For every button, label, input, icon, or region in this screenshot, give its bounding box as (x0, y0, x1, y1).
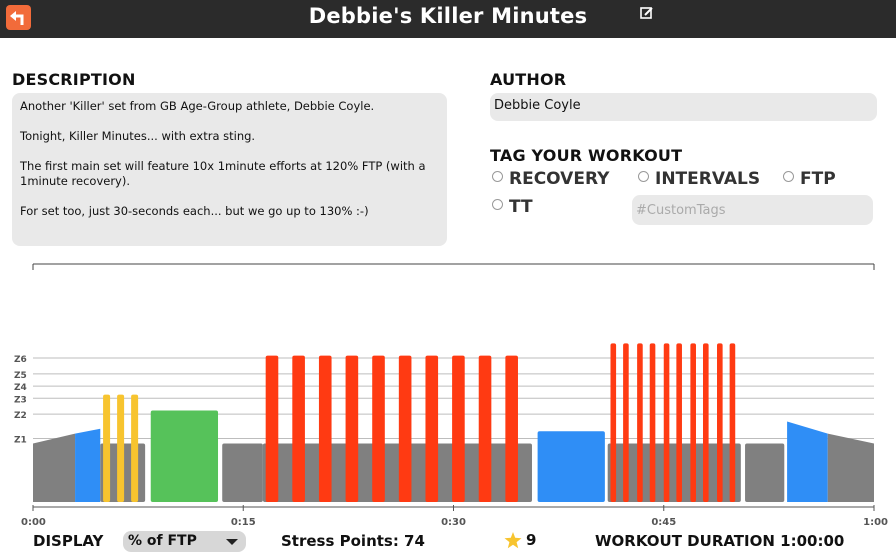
workout-segment-block (222, 443, 263, 502)
workout-segment-ramp (75, 428, 101, 502)
display-value: % of FTP (128, 533, 197, 549)
tag-label: INTERVALS (655, 169, 761, 189)
workout-chart[interactable]: Z6 Z5 Z4 Z3 Z2 Z1 0:00 0:15 0:30 0:45 1:00 (0, 258, 896, 530)
chevron-down-icon (226, 539, 238, 545)
workout-segment-block (345, 355, 359, 502)
radio-icon[interactable] (492, 199, 503, 210)
description-paragraph: For set too, just 30-seconds each... but… (20, 204, 369, 218)
workout-segment-block (425, 355, 439, 502)
tag-label: RECOVERY (509, 169, 610, 189)
workout-segment-block (745, 443, 785, 502)
zone-label: Z6 (14, 355, 27, 365)
tag-label: TT (509, 197, 533, 217)
tag-option-ftp[interactable]: FTP (783, 169, 836, 189)
workout-segment-block (117, 394, 125, 502)
workout-segment-block (663, 343, 670, 502)
description-paragraph: Tonight, Killer Minutes... with extra st… (20, 129, 256, 143)
edit-icon[interactable] (640, 6, 654, 20)
workout-segment-ramp (33, 433, 76, 502)
workout-segment-block (292, 355, 305, 502)
workout-segment-block (131, 394, 139, 502)
workout-segment-block (398, 355, 412, 502)
zone-label: Z2 (14, 411, 27, 421)
workout-title: Debbie's Killer Minutes (308, 4, 588, 28)
workout-segment-block (676, 343, 682, 502)
back-button[interactable] (6, 5, 31, 30)
zone-label: Z1 (14, 436, 27, 446)
back-arrow-icon (10, 11, 24, 25)
workout-segment-block (649, 343, 656, 502)
zone-label: Z5 (14, 371, 27, 381)
radio-icon[interactable] (783, 171, 794, 182)
star-icon (504, 532, 522, 549)
tag-heading: TAG YOUR WORKOUT (490, 146, 683, 165)
display-label: DISPLAY (33, 532, 104, 550)
author-field[interactable]: Debbie Coyle (490, 93, 877, 121)
rating-value: 9 (526, 531, 537, 549)
workout-segment-block (729, 343, 736, 502)
workout-segment-block (623, 343, 629, 502)
x-axis-tick-label: 0:15 (231, 517, 256, 528)
workout-segment-block (537, 431, 605, 502)
workout-segment-block (103, 394, 111, 502)
description-box[interactable]: Another 'Killer' set from GB Age-Group a… (12, 93, 447, 246)
x-axis-tick-label: 0:30 (441, 517, 466, 528)
tag-option-intervals[interactable]: INTERVALS (638, 169, 760, 189)
workout-segment-block (637, 343, 643, 502)
workout-segment-block (505, 355, 518, 502)
workout-segment-block (610, 343, 617, 502)
description-paragraph: Another 'Killer' set from GB Age-Group a… (20, 99, 375, 113)
x-axis-tick-label: 0:45 (651, 517, 676, 528)
display-select[interactable]: % of FTP (123, 531, 246, 552)
description-heading: DESCRIPTION (12, 70, 136, 89)
workout-segment-ramp (827, 433, 874, 502)
workout-segment-block (452, 355, 465, 502)
workout-segment-block (265, 355, 279, 502)
workout-segment-block (318, 355, 332, 502)
tag-option-tt[interactable]: TT (492, 197, 533, 217)
x-axis-tick-label: 1:00 (863, 517, 888, 528)
workout-segment-block (478, 355, 492, 502)
workout-segment-block (372, 355, 385, 502)
radio-icon[interactable] (492, 171, 503, 182)
workout-duration: WORKOUT DURATION 1:00:00 (595, 532, 845, 550)
workout-segment-ramp (787, 421, 828, 502)
zone-label: Z4 (14, 383, 27, 393)
workout-segment-block (717, 343, 723, 502)
x-axis-tick-label: 0:00 (21, 517, 46, 528)
author-heading: AUTHOR (490, 70, 567, 89)
top-bar: Debbie's Killer Minutes (0, 0, 896, 38)
workout-segment-block (702, 343, 709, 502)
tag-label: FTP (800, 169, 836, 189)
workout-segment-block (150, 410, 219, 502)
tag-option-recovery[interactable]: RECOVERY (492, 169, 609, 189)
stress-points: Stress Points: 74 (281, 532, 425, 550)
description-paragraph: The first main set will feature 10x 1min… (20, 159, 426, 188)
radio-icon[interactable] (638, 171, 649, 182)
workout-segment-block (690, 343, 696, 502)
zone-label: Z3 (14, 395, 27, 405)
custom-tags-input[interactable] (632, 195, 873, 225)
